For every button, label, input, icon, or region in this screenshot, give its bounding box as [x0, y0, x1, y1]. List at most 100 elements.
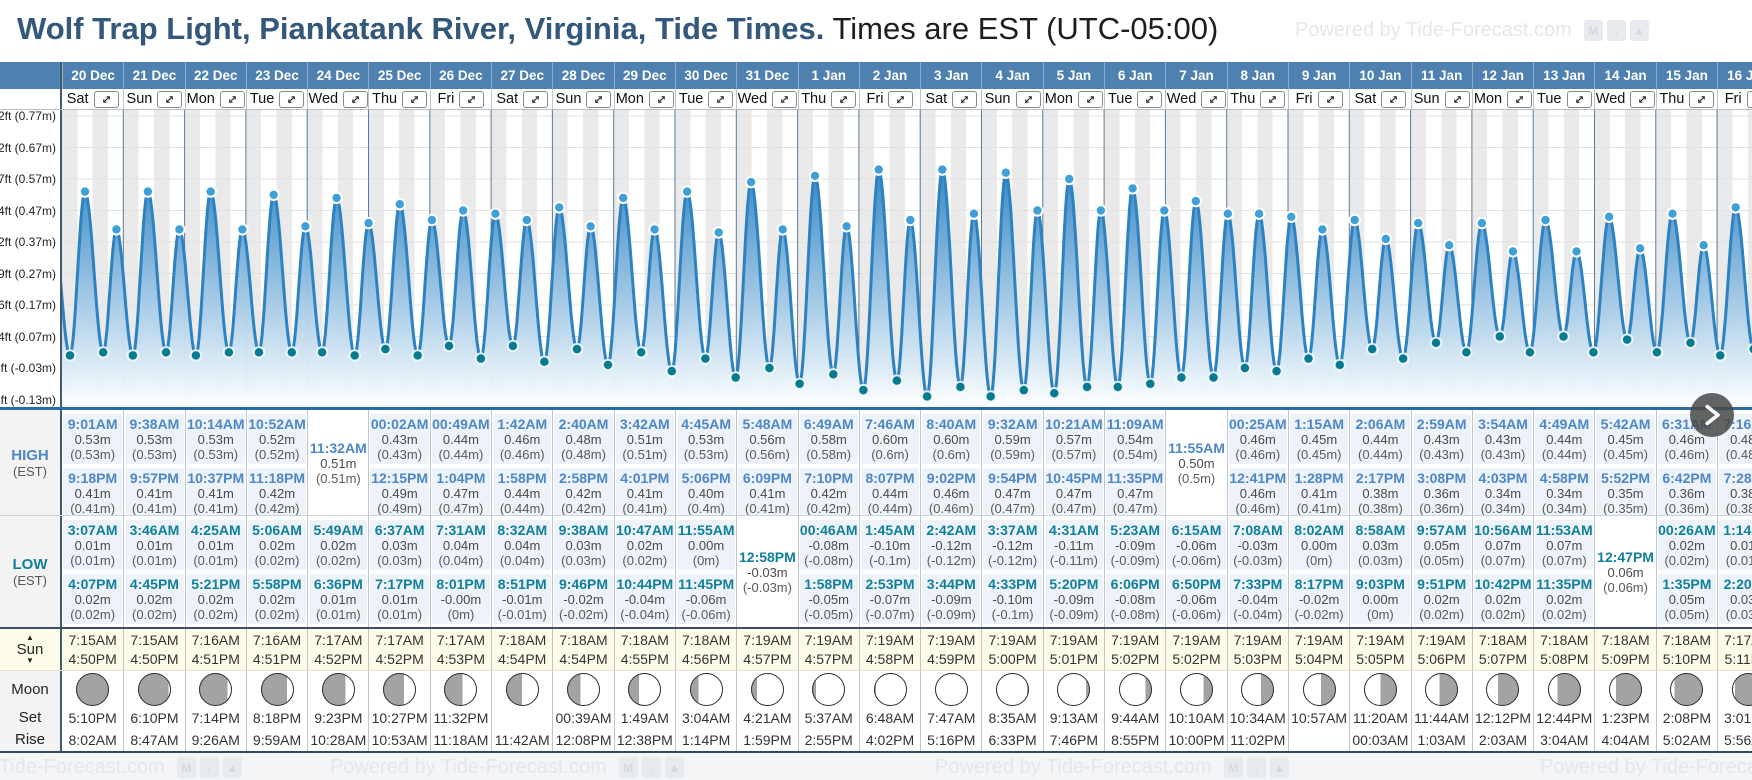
expand-day-button[interactable]: [888, 90, 914, 108]
expand-day-button[interactable]: [586, 90, 612, 108]
tide-height-paren: (0.42m): [254, 501, 300, 515]
next-page-button[interactable]: [1690, 393, 1734, 437]
expand-day-button[interactable]: [1201, 90, 1227, 108]
expand-day-button[interactable]: [1260, 90, 1286, 108]
tide-height-paren: (0.46m): [928, 501, 974, 515]
expand-day-button[interactable]: [1317, 90, 1343, 108]
expand-day-button[interactable]: [219, 90, 245, 108]
watermark-icon: ↓: [1606, 20, 1626, 41]
expand-day-button[interactable]: [459, 90, 485, 108]
tide-height-m: 0.02m: [626, 538, 663, 553]
high-tide-point: [680, 185, 694, 198]
sun-cell: 7:19AM 5:02PM: [1104, 629, 1165, 670]
tide-height-paren: (-0.09m): [1110, 553, 1160, 568]
high-tide-point: [744, 175, 758, 189]
expand-day-button[interactable]: [1689, 90, 1715, 108]
expand-day-button[interactable]: [1078, 90, 1103, 108]
moon-cell: [429, 671, 491, 707]
weekday-label: Tue: [1537, 91, 1562, 107]
weekday-cell: Sun: [552, 89, 613, 109]
expand-day-button[interactable]: [343, 90, 369, 108]
expand-day-button[interactable]: [1507, 90, 1533, 108]
moonset-time: 6:10PM: [123, 707, 184, 728]
expand-day-button[interactable]: [1630, 90, 1656, 108]
expand-day-button[interactable]: [93, 90, 119, 108]
moon-cell: [368, 671, 429, 707]
moonrise-time: 7:46PM: [1042, 728, 1104, 751]
expand-day-button[interactable]: [402, 90, 428, 108]
moonrise-time: 1:14PM: [674, 728, 736, 751]
watermark-icon: ▲: [664, 757, 684, 778]
tide-entry: 3:54AM 0.43m (0.43m): [1473, 414, 1533, 464]
expand-day-button[interactable]: [772, 90, 798, 108]
expand-day-button[interactable]: [831, 90, 857, 108]
tide-time: 11:45PM: [678, 576, 735, 592]
tide-height-paren: (0.53m): [70, 447, 116, 462]
tide-height-paren: (0m): [1305, 553, 1333, 568]
expand-day-button[interactable]: [1137, 90, 1163, 108]
tide-entry: 3:46AM 0.01m (0.01m): [125, 520, 184, 570]
weekday-label: Mon: [1044, 91, 1073, 107]
tide-entry: 9:32AM 0.59m (0.59m): [983, 414, 1042, 464]
tide-time: 8:32AM: [497, 522, 548, 538]
expand-day-button[interactable]: [648, 90, 674, 108]
tide-height-paren: (0.03m): [1357, 553, 1403, 568]
expand-day-button[interactable]: [708, 90, 734, 108]
tide-height-m: 0.36m: [1668, 486, 1705, 501]
tide-height-paren: (0.46m): [1664, 447, 1710, 462]
expand-day-button[interactable]: [952, 90, 978, 108]
weekday-cell: Fri: [1287, 89, 1349, 109]
tide-height-paren: (0.01m): [193, 553, 239, 568]
moon-phase-icon: [628, 672, 662, 706]
moon-phase-icon: [321, 672, 355, 706]
expand-day-button[interactable]: [1444, 90, 1470, 108]
tide-height-m: 0.56m: [749, 432, 786, 447]
expand-day-button[interactable]: [523, 90, 549, 108]
tide-height-m: 0.03m: [565, 538, 602, 553]
low-row-label: LOW (EST): [0, 516, 62, 627]
tide-height-paren: (0.41m): [70, 501, 116, 515]
expand-day-button[interactable]: [157, 90, 183, 108]
tide-height-m: 0.41m: [136, 486, 173, 501]
tide-time: 1:58PM: [804, 576, 854, 592]
expand-day-button[interactable]: [279, 90, 305, 108]
expand-day-button[interactable]: [1746, 90, 1752, 108]
moonset-time: 00:39AM: [552, 707, 613, 728]
tide-time: 9:57PM: [129, 470, 179, 486]
moon-phase-icon: [1425, 672, 1459, 706]
watermark-icon: ↓: [1246, 757, 1266, 778]
tide-cell: 1:15AM 0.45m (0.45m) 1:28PM 0.41m (0.41m): [1287, 410, 1349, 515]
tide-time: 2:06AM: [1355, 416, 1406, 432]
tide-time: 6:09PM: [742, 470, 792, 486]
expand-day-button[interactable]: [1015, 90, 1041, 108]
sunset-time: 5:06PM: [1417, 650, 1466, 667]
moon-cell: [674, 671, 736, 707]
weekday-label: Sun: [1413, 91, 1440, 107]
tide-entry: 1:35PM 0.05m (0.05m): [1657, 574, 1717, 624]
moonset-time: 12:44PM: [1533, 707, 1594, 728]
moonrise-time: 2:55PM: [797, 728, 859, 751]
tide-time: 7:10PM: [804, 470, 854, 486]
chart-y-axis: 2.52ft (0.77m) 2.2ft (0.67m) 1.87ft (0.57m…: [0, 109, 62, 407]
tide-cell: 8:58AM 0.03m (0.03m) 9:03PM 0.00m (0m): [1349, 516, 1410, 627]
sunset-time: 4:52PM: [375, 650, 424, 667]
low-tide-point: [1460, 346, 1473, 359]
expand-day-button[interactable]: [1381, 90, 1407, 108]
tide-height-m: 0.01m: [74, 538, 111, 553]
tide-time: 10:56AM: [1474, 522, 1532, 538]
moonrise-time: 3:04AM: [1533, 728, 1594, 751]
tide-height-paren: (-0.08m): [804, 553, 854, 568]
tide-height-m: 0.60m: [871, 432, 909, 447]
weekday-cell: Mon: [1471, 89, 1533, 109]
watermark-icon: ▲: [222, 757, 242, 778]
tide-time: 3:42AM: [619, 416, 670, 432]
moon-cell: [981, 671, 1042, 707]
high-tide-point: [1094, 204, 1108, 217]
expand-icon: [658, 95, 665, 103]
expand-day-button[interactable]: [1566, 90, 1592, 108]
sun-cell: 7:19AM 4:57PM: [797, 629, 859, 670]
sunset-time: 5:01PM: [1049, 650, 1099, 667]
tide-time: 00:46AM: [799, 522, 858, 538]
